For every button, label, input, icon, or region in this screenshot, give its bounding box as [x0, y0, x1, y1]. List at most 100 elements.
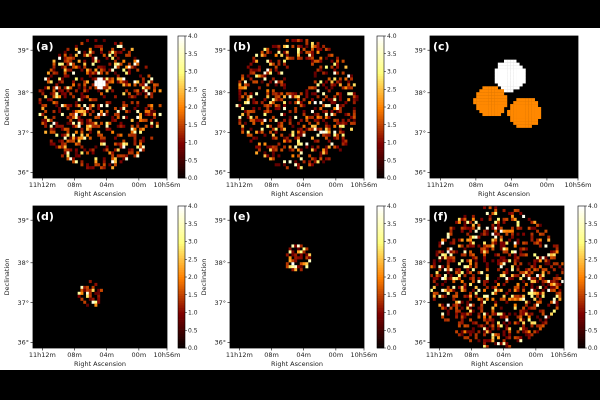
- heatmap-cell: [305, 127, 309, 131]
- heatmap-cell: [449, 256, 453, 260]
- heatmap-cell: [536, 300, 540, 304]
- heatmap-cell: [277, 104, 281, 108]
- heatmap-cell: [285, 262, 289, 266]
- heatmap-cell: [463, 312, 467, 316]
- heatmap-cell: [288, 259, 292, 263]
- heatmap-cell: [477, 312, 481, 316]
- y-axis-label: Declination: [400, 259, 408, 296]
- heatmap-cell: [499, 226, 503, 230]
- colorbar-segment: [178, 229, 185, 233]
- heatmap-cell: [299, 130, 303, 134]
- heatmap-cell: [150, 112, 154, 117]
- heatmap-cell: [283, 163, 286, 167]
- heatmap-cell: [534, 118, 539, 122]
- colorbar-segment: [377, 80, 384, 84]
- colorbar-segment: [377, 142, 384, 146]
- heatmap-cell: [133, 62, 137, 66]
- heatmap-cell: [455, 268, 459, 272]
- heatmap-cell: [291, 130, 295, 134]
- heatmap-cell: [533, 306, 537, 310]
- heatmap-cell: [277, 95, 281, 99]
- heatmap-cell: [288, 133, 292, 137]
- x-tick-label: 00m: [329, 181, 344, 189]
- heatmap-cell: [297, 44, 300, 48]
- heatmap-cell: [479, 104, 483, 108]
- heatmap-cell: [446, 309, 450, 313]
- colorbar-segment: [178, 269, 185, 273]
- heatmap-cell: [88, 297, 92, 301]
- heatmap-cell: [322, 151, 326, 155]
- heatmap-cell: [466, 265, 470, 269]
- heatmap-cell: [255, 151, 259, 155]
- heatmap-cell: [136, 154, 140, 158]
- heatmap-cell: [527, 336, 531, 340]
- heatmap-cell: [97, 115, 101, 119]
- heatmap-cell: [516, 274, 520, 278]
- heatmap-cell: [238, 89, 242, 93]
- heatmap-cell: [446, 256, 450, 260]
- heatmap-cell: [91, 288, 95, 292]
- heatmap-cell: [491, 247, 495, 251]
- colorbar-segment: [377, 222, 384, 226]
- heatmap-cell: [97, 89, 101, 93]
- heatmap-cell: [438, 250, 442, 254]
- heatmap-cell: [83, 50, 87, 54]
- heatmap-cell: [488, 244, 492, 248]
- heatmap-cell: [463, 265, 467, 269]
- heatmap-cell: [319, 68, 323, 72]
- heatmap-cell: [483, 250, 486, 254]
- heatmap-cell: [513, 65, 517, 69]
- heatmap-cell: [530, 291, 534, 295]
- heatmap-cell: [88, 68, 92, 72]
- heatmap-cell: [322, 160, 326, 164]
- heatmap-cell: [527, 217, 531, 221]
- heatmap-cell: [88, 112, 92, 117]
- heatmap-cell: [246, 83, 250, 87]
- colorbar-tick-label: 4.0: [188, 33, 198, 40]
- heatmap-cell: [77, 50, 81, 54]
- colorbar-segment: [578, 227, 585, 230]
- heatmap-cell: [519, 315, 523, 319]
- heatmap-cell: [283, 107, 286, 111]
- heatmap-cell: [66, 47, 70, 51]
- heatmap-cell: [432, 294, 436, 298]
- heatmap-cell: [541, 294, 545, 298]
- heatmap-cell: [94, 38, 98, 43]
- heatmap-cell: [488, 86, 492, 90]
- heatmap-cell: [94, 71, 98, 75]
- heatmap-cell: [485, 285, 489, 289]
- heatmap-cell: [113, 163, 117, 167]
- heatmap-cell: [141, 83, 145, 87]
- colorbar-segment: [578, 208, 585, 212]
- heatmap-cell: [547, 271, 551, 275]
- heatmap-cell: [476, 95, 480, 99]
- heatmap-cell: [479, 101, 483, 105]
- heatmap-cell: [510, 80, 514, 84]
- heatmap-cell: [141, 148, 145, 152]
- heatmap-cell: [60, 139, 64, 143]
- heatmap-cell: [44, 109, 48, 114]
- heatmap-cell: [116, 124, 120, 128]
- colorbar: 4.03.53.02.52.01.51.00.50.0: [177, 203, 198, 352]
- panel-e: (e)11h12m 08m 04m 00m 10h56m39°38°37°36°Righ…: [200, 203, 397, 368]
- heatmap-cell: [269, 68, 273, 72]
- heatmap-cell: [533, 241, 537, 245]
- heatmap-cell: [60, 77, 64, 81]
- heatmap-cell: [280, 92, 284, 96]
- heatmap-cell: [499, 256, 503, 260]
- heatmap-cell: [513, 118, 517, 122]
- heatmap-cell: [516, 86, 520, 90]
- heatmap-cell: [483, 342, 486, 346]
- heatmap-cell: [544, 244, 548, 248]
- heatmap-cell: [527, 306, 531, 310]
- heatmap-cell: [488, 107, 492, 111]
- heatmap-cell: [288, 160, 292, 164]
- heatmap-cell: [519, 104, 523, 108]
- heatmap-cell: [446, 247, 450, 251]
- heatmap-cell: [449, 232, 453, 236]
- x-tick-label: 08m: [67, 351, 82, 359]
- heatmap-cell: [460, 253, 464, 257]
- heatmap-cell: [252, 136, 256, 140]
- heatmap-cell: [480, 309, 484, 313]
- heatmap-cell: [291, 250, 295, 254]
